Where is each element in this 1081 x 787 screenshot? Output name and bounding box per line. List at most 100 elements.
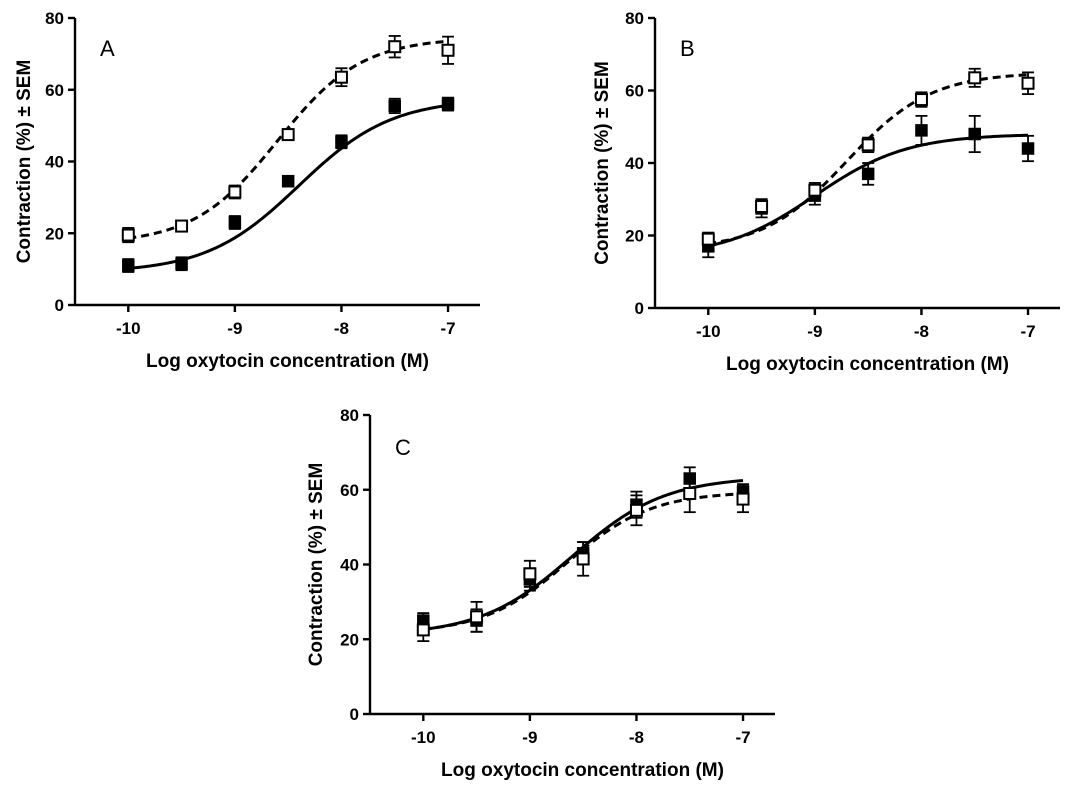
marker-open-square xyxy=(416,623,430,637)
marker-open-square xyxy=(334,70,348,84)
marker-open-square xyxy=(523,567,537,581)
marker-open-square xyxy=(121,228,135,242)
data-point xyxy=(808,182,822,199)
data-point xyxy=(1021,71,1035,96)
y-tick-label: 80 xyxy=(625,9,644,28)
data-point xyxy=(701,231,715,247)
x-tick-label: -10 xyxy=(411,728,436,747)
marker-filled-square xyxy=(861,167,875,181)
marker-open-square xyxy=(683,486,697,500)
marker-filled-square xyxy=(441,97,455,111)
y-tick-label: 20 xyxy=(45,224,64,243)
data-point xyxy=(335,134,348,150)
x-axis-title: Log oxytocin concentration (M) xyxy=(441,760,724,781)
y-tick-label: 80 xyxy=(340,406,359,425)
data-point xyxy=(122,258,135,273)
marker-open-square xyxy=(968,71,982,85)
x-tick-label: -10 xyxy=(696,322,721,341)
y-tick-label: 40 xyxy=(340,556,359,575)
marker-filled-square xyxy=(228,216,242,229)
marker-filled-square xyxy=(281,174,295,188)
panel-letter: C xyxy=(395,435,411,460)
data-point xyxy=(755,198,769,215)
y-tick-label: 60 xyxy=(340,481,359,500)
marker-filled-square xyxy=(175,257,188,270)
marker-filled-square xyxy=(122,259,135,272)
data-point xyxy=(121,226,135,244)
marker-open-square xyxy=(441,43,455,57)
marker-open-square xyxy=(228,185,242,199)
marker-open-square xyxy=(175,219,189,233)
panel-letter: B xyxy=(680,36,695,61)
marker-open-square xyxy=(914,93,928,107)
data-point xyxy=(228,215,242,230)
data-point xyxy=(175,256,188,272)
data-point xyxy=(576,541,590,577)
y-tick-label: 0 xyxy=(55,296,64,315)
y-axis-title: Contraction (%) ± SEM xyxy=(306,463,327,667)
panel-b: 0 20 40 60 80 -10 -9 -8 -7 Log oxytocin concentra… xyxy=(592,9,1060,375)
fit-curve-open xyxy=(708,73,1029,246)
data-point xyxy=(861,136,875,154)
marker-open-square xyxy=(1021,76,1035,90)
data-point xyxy=(470,600,484,633)
panel-a: 0 20 40 60 80 -10 -9 -8 -7 Log oxytocin concentra… xyxy=(14,9,480,372)
marker-filled-square xyxy=(915,124,928,137)
marker-open-square xyxy=(629,503,643,517)
data-point xyxy=(968,114,981,154)
x-tick-label: -8 xyxy=(334,319,349,338)
x-tick-label: -9 xyxy=(522,728,537,747)
data-point xyxy=(281,128,295,142)
y-axis-title: Contraction (%) ± SEM xyxy=(592,61,613,265)
marker-open-square xyxy=(388,40,402,54)
marker-open-square xyxy=(701,232,715,246)
data-point xyxy=(441,35,455,65)
data-point xyxy=(175,219,189,233)
x-tick-label: -7 xyxy=(735,728,750,747)
x-tick-label: -9 xyxy=(807,322,822,341)
data-point xyxy=(523,559,537,588)
data-point xyxy=(416,617,430,643)
x-tick-label: -8 xyxy=(629,728,644,747)
x-tick-label: -7 xyxy=(1020,322,1035,341)
marker-filled-square xyxy=(335,135,348,149)
panel-letter: A xyxy=(100,36,115,61)
y-tick-label: 80 xyxy=(45,9,64,28)
data-point xyxy=(683,473,697,514)
data-point xyxy=(968,67,982,88)
y-tick-label: 40 xyxy=(625,154,644,173)
x-tick-label: -7 xyxy=(440,319,455,338)
x-tick-label: -10 xyxy=(116,319,141,338)
y-tick-label: 60 xyxy=(45,81,64,100)
data-point xyxy=(228,184,242,200)
y-tick-label: 40 xyxy=(45,153,64,172)
marker-open-square xyxy=(470,610,484,624)
marker-filled-square xyxy=(968,127,981,141)
y-tick-label: 60 xyxy=(625,82,644,101)
marker-open-square xyxy=(281,128,295,142)
y-tick-label: 0 xyxy=(350,705,359,724)
data-point xyxy=(281,174,295,188)
data-point xyxy=(388,97,401,114)
data-point xyxy=(736,485,750,514)
x-tick-label: -9 xyxy=(227,319,242,338)
y-axis-title: Contraction (%) ± SEM xyxy=(14,60,35,264)
data-point xyxy=(1021,134,1035,163)
data-point xyxy=(915,114,928,146)
x-axis-title: Log oxytocin concentration (M) xyxy=(726,354,1009,375)
y-tick-label: 0 xyxy=(635,299,644,318)
marker-open-square xyxy=(736,492,750,506)
marker-open-square xyxy=(576,552,590,566)
marker-open-square xyxy=(755,200,769,213)
data-point xyxy=(388,35,402,59)
y-tick-label: 20 xyxy=(625,227,644,246)
x-axis-title: Log oxytocin concentration (M) xyxy=(146,351,429,372)
panel-c: 0 20 40 60 80 -10 -9 -8 -7 Log oxytocin concentra… xyxy=(306,406,775,781)
data-point xyxy=(441,96,455,112)
marker-open-square xyxy=(808,183,822,197)
y-tick-label: 20 xyxy=(340,630,359,649)
data-point xyxy=(334,67,348,88)
marker-open-square xyxy=(861,138,875,152)
data-point xyxy=(629,494,643,527)
